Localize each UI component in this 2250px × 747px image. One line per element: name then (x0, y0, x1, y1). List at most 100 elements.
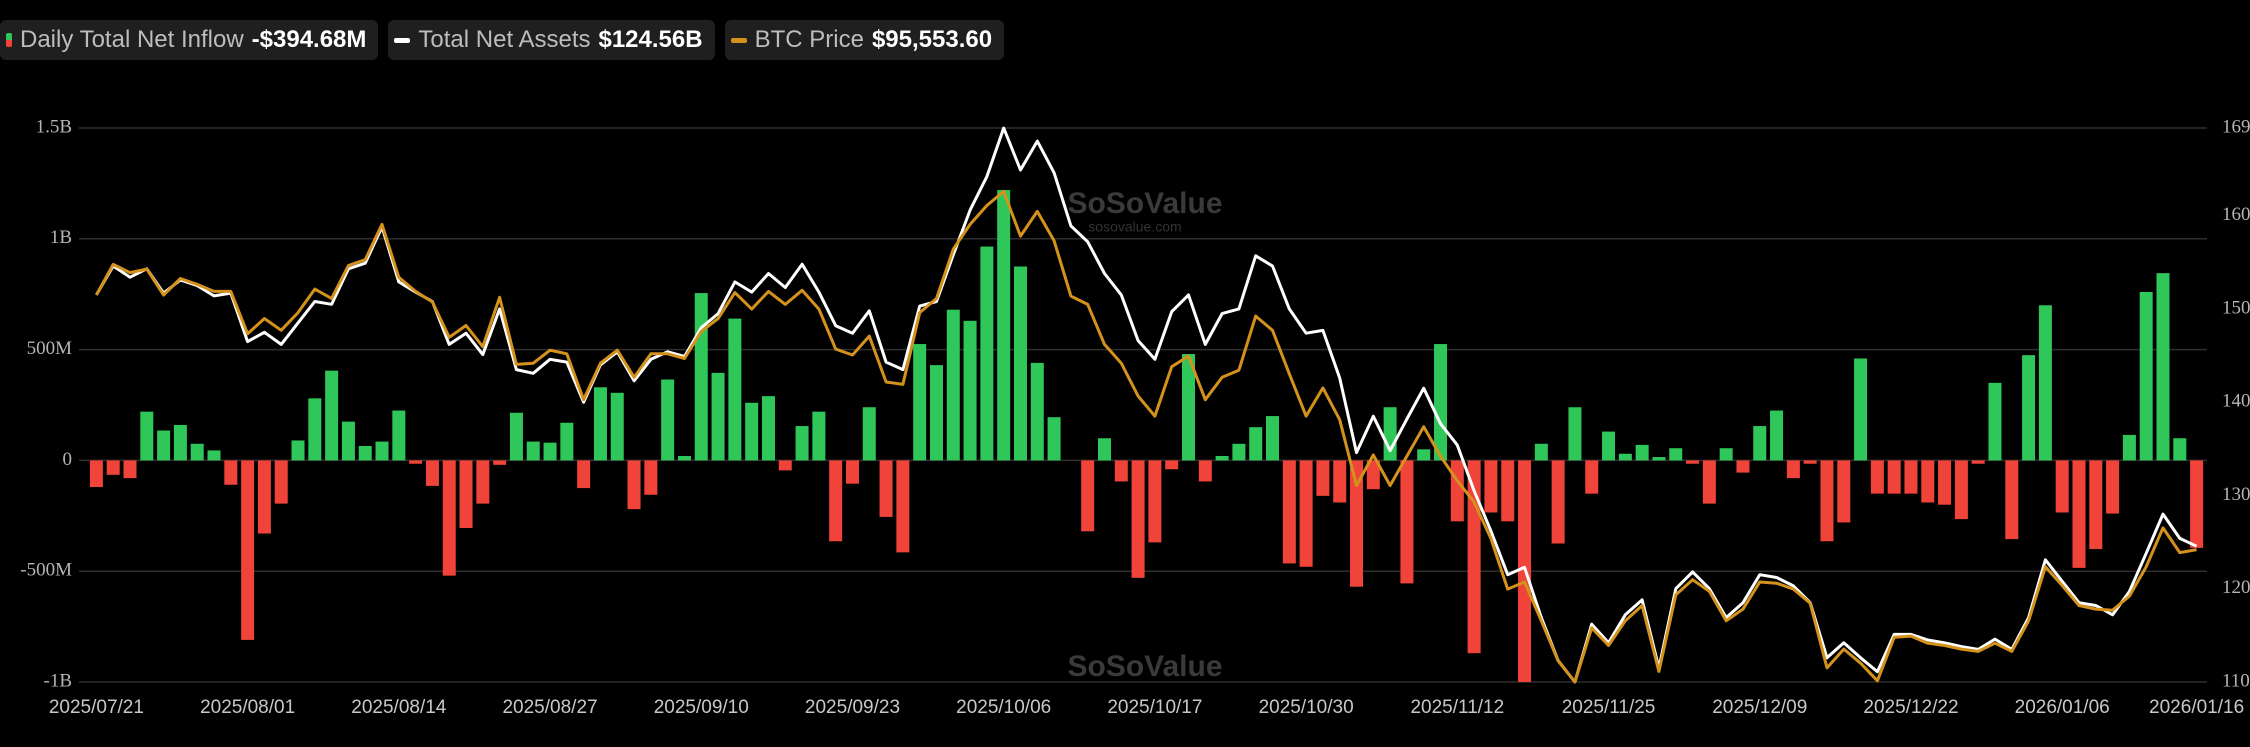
bar (1266, 416, 1280, 461)
y-tick-label: 0 (63, 449, 73, 470)
bar (1030, 362, 1044, 461)
bar (509, 412, 523, 461)
bar (1837, 460, 1851, 523)
bar (2122, 434, 2136, 461)
bar (1383, 407, 1397, 461)
bar (1434, 344, 1448, 461)
bar (358, 445, 372, 461)
x-tick-label: 2025/12/09 (1712, 697, 1807, 718)
bar (1854, 358, 1868, 461)
bar (795, 426, 809, 461)
watermark-url: sosovalue.com (1088, 219, 1181, 235)
bar (2173, 438, 2187, 461)
bar (980, 246, 994, 461)
bar (1770, 410, 1784, 461)
bar (577, 460, 591, 489)
y2-tick-label: 169.4B (2222, 116, 2250, 137)
bar (1971, 460, 1985, 464)
bar (224, 460, 238, 485)
bar (1165, 460, 1179, 470)
legend-label: Total Net Assets (418, 26, 591, 53)
bar (2156, 273, 2170, 461)
legend-label: Daily Total Net Inflow (20, 26, 244, 53)
x-tick-label: 2025/10/17 (1107, 697, 1202, 718)
bar (1686, 460, 1700, 464)
bar (2139, 291, 2153, 461)
bar (1534, 443, 1548, 461)
bar (1400, 460, 1414, 584)
bar (1988, 382, 2002, 461)
bar (173, 424, 187, 461)
x-tick-label: 2025/09/23 (805, 697, 900, 718)
y2-tick-label: 160B (2222, 204, 2250, 225)
bar (1282, 460, 1296, 564)
legend-marker (6, 33, 12, 47)
x-tick-label: 2026/01/16 (2149, 697, 2244, 718)
bar (1551, 460, 1565, 544)
bar (627, 460, 641, 510)
bar (745, 402, 759, 461)
bar (1904, 460, 1918, 494)
bar (1114, 460, 1128, 482)
bar (778, 460, 792, 471)
bar (2089, 460, 2103, 550)
legend-value: $124.56B (598, 26, 703, 53)
bar (1938, 460, 1952, 505)
x-tick-label: 2025/09/10 (654, 697, 749, 718)
bar (1131, 460, 1145, 578)
bar (644, 460, 658, 495)
bar (1803, 460, 1817, 464)
bar (812, 411, 826, 461)
bar (593, 387, 607, 461)
bar (1366, 460, 1380, 490)
legend-item: Daily Total Net Inflow -$394.68M (0, 20, 379, 60)
bar (728, 318, 742, 461)
bar (543, 442, 557, 461)
y2-axis: 169.4B 160B 150B 140B 130B 120B 110B (2222, 116, 2250, 691)
x-tick-label: 2025/08/27 (502, 697, 597, 718)
y2-tick-label: 110B (2222, 670, 2250, 691)
bar (257, 460, 271, 534)
legend-marker (394, 37, 411, 43)
y2-tick-label: 150B (2222, 297, 2250, 318)
bar (829, 460, 843, 542)
bar (1669, 448, 1683, 461)
bar (610, 392, 624, 461)
bar (2022, 355, 2036, 461)
bar (661, 379, 675, 461)
bar (1618, 453, 1632, 461)
y-tick-label: 500M (27, 338, 73, 359)
legend-value: -$394.68M (251, 26, 367, 53)
bar (409, 460, 423, 464)
bar (963, 320, 977, 461)
y-tick-label: -1B (44, 670, 73, 691)
bar (1350, 460, 1364, 587)
bar (274, 460, 288, 504)
bar (913, 344, 927, 461)
bar (1198, 460, 1212, 482)
bar (1182, 354, 1196, 461)
bar (476, 460, 490, 504)
bar (1736, 460, 1750, 473)
bar (1585, 460, 1599, 494)
y2-tick-label: 130B (2222, 484, 2250, 505)
bar (2106, 460, 2120, 514)
bar (1215, 455, 1229, 461)
line (95, 189, 2197, 684)
bar (140, 411, 154, 461)
bar (1635, 444, 1649, 461)
legend-value: $95,553.60 (871, 26, 993, 53)
legend-label: BTC Price (754, 26, 864, 53)
bar (1047, 417, 1061, 461)
legend: Daily Total Net Inflow -$394.68M Total Net… (0, 20, 1005, 60)
bar (1921, 460, 1935, 503)
legend-marker (730, 37, 747, 43)
bar (123, 460, 137, 479)
bar (2190, 460, 2204, 548)
bar (2005, 460, 2019, 540)
watermark: SoSoValue (1067, 187, 1222, 220)
bar (1013, 266, 1027, 461)
bar (2072, 460, 2086, 568)
